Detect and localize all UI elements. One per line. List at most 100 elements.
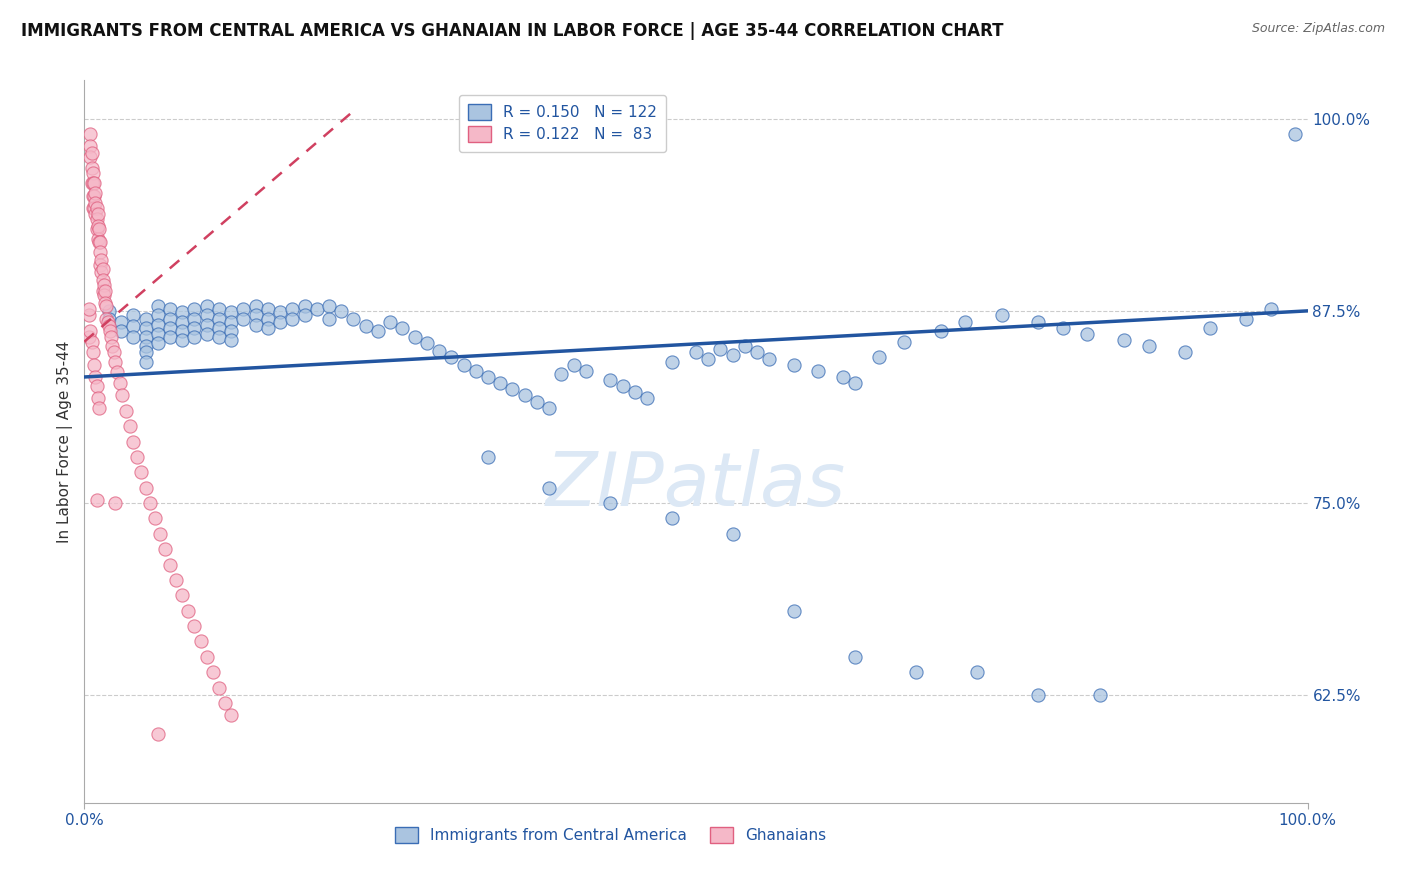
Point [232,311,254,326]
Point [440,350,463,364]
Point [84,186,107,200]
Point [219,315,242,329]
Point [281,311,304,326]
Point [83,358,105,372]
Point [146,326,169,341]
Point [636,392,658,406]
Point [146,309,169,323]
Point [94,284,117,298]
Point [1028,688,1050,702]
Point [1137,339,1160,353]
Point [831,370,853,384]
Point [953,315,976,329]
Point [966,665,988,680]
Point [79,127,101,141]
Point [80,145,103,160]
Point [89,258,111,272]
Point [195,326,218,341]
Point [84,207,107,221]
Point [86,222,108,236]
Point [427,343,450,358]
Point [94,296,117,310]
Point [104,496,127,510]
Point [195,309,218,323]
Point [122,319,145,334]
Point [79,139,101,153]
Point [100,330,122,344]
Point [159,330,181,344]
Point [84,196,107,211]
Point [97,311,120,326]
Point [208,330,231,344]
Point [844,649,866,664]
Point [135,354,157,368]
Point [83,176,105,190]
Point [513,388,536,402]
Point [354,319,377,334]
Point [294,299,316,313]
Point [201,665,224,680]
Point [1174,345,1197,359]
Point [697,351,720,366]
Point [97,319,120,334]
Point [844,376,866,391]
Point [893,334,915,349]
Point [232,302,254,317]
Point [82,165,104,179]
Point [1088,688,1111,702]
Point [104,354,127,368]
Point [90,253,112,268]
Point [159,558,181,572]
Point [86,492,108,507]
Point [135,481,157,495]
Point [90,265,112,279]
Point [624,385,647,400]
Point [82,201,104,215]
Point [87,401,110,415]
Point [502,382,524,396]
Point [219,324,242,338]
Point [135,320,157,334]
Point [172,588,194,602]
Point [538,481,561,495]
Point [139,496,162,510]
Point [87,235,110,249]
Point [991,309,1014,323]
Point [105,365,128,379]
Point [82,176,104,190]
Point [245,299,267,313]
Point [195,649,218,664]
Point [89,235,111,249]
Point [149,526,172,541]
Point [129,465,152,479]
Point [214,696,236,710]
Point [190,634,212,648]
Point [77,302,100,317]
Point [146,336,169,351]
Point [367,324,389,338]
Point [87,232,110,246]
Point [86,379,108,393]
Point [135,311,157,326]
Point [84,370,107,384]
Point [89,245,111,260]
Point [612,379,634,393]
Point [96,299,118,313]
Point [122,330,145,344]
Point [122,434,145,449]
Point [93,277,115,292]
Point [98,324,121,338]
Point [111,388,134,402]
Point [97,304,120,318]
Point [721,348,744,362]
Point [807,364,830,378]
Point [758,351,780,366]
Y-axis label: In Labor Force | Age 35-44: In Labor Force | Age 35-44 [58,341,73,542]
Point [110,324,132,338]
Point [97,315,120,329]
Point [747,345,769,359]
Point [404,330,426,344]
Point [83,188,105,202]
Point [281,302,304,317]
Point [87,392,110,406]
